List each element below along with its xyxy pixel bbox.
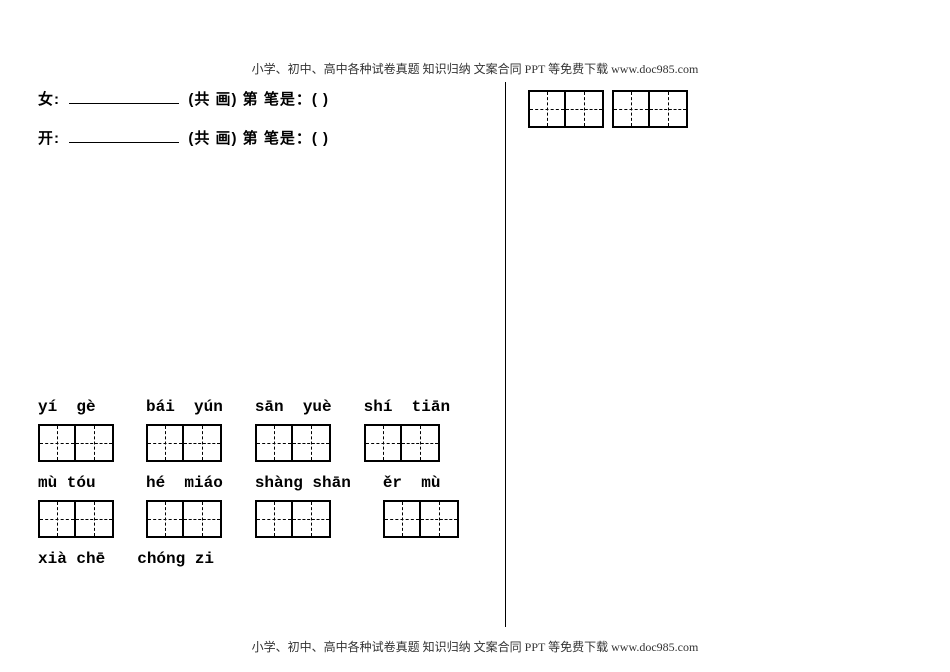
blank-line <box>69 129 179 143</box>
stroke-line: 女: (共 画) 第 笔是：( ) <box>38 88 498 109</box>
tian-zi-ge <box>255 500 331 538</box>
tian-zi-ge <box>255 424 331 462</box>
pinyin-text: hé miáo <box>146 474 223 494</box>
pinyin-row: mù tóu hé miáo shàng shān ěr mù <box>38 470 459 538</box>
word-block: yí gè <box>38 398 114 462</box>
stroke-char: 开 <box>38 130 54 147</box>
right-column <box>528 82 878 128</box>
pinyin-text: mù tóu <box>38 474 114 494</box>
stroke-detail: (共 画) 第 笔是：( ) <box>188 130 329 147</box>
stroke-char: 女 <box>38 91 54 108</box>
pinyin-text: sān yuè <box>255 398 332 418</box>
word-block: shí tiān <box>364 398 450 462</box>
tian-zi-ge <box>383 500 459 538</box>
tian-zi-ge <box>146 424 222 462</box>
word-block: bái yún <box>146 398 223 462</box>
pinyin-text: bái yún <box>146 398 223 418</box>
word-block: chóng zi <box>137 546 214 570</box>
word-block: hé miáo <box>146 470 223 538</box>
tian-zi-ge <box>146 500 222 538</box>
pinyin-row: yí gè bái yún sān yuè shí tiān <box>38 398 459 462</box>
word-block: xià chē <box>38 546 105 570</box>
word-block: sān yuè <box>255 398 332 462</box>
word-block: mù tóu <box>38 470 114 538</box>
blank-line <box>69 90 179 104</box>
tian-zi-ge <box>364 424 440 462</box>
page-content: 女: (共 画) 第 笔是：( ) 开: (共 画) 第 笔是：( ) yí g… <box>38 82 912 632</box>
tian-zi-ge <box>38 500 114 538</box>
tian-zi-ge <box>528 90 604 128</box>
tian-zi-ge <box>612 90 688 128</box>
header-text: 小学、初中、高中各种试卷真题 知识归纳 文案合同 PPT 等免费下载 www.d… <box>0 60 950 77</box>
column-divider <box>505 82 506 627</box>
pinyin-text: chóng zi <box>137 550 214 570</box>
pinyin-grid: yí gè bái yún sān yuè shí tiān <box>38 398 459 578</box>
pinyin-text: yí gè <box>38 398 114 418</box>
pinyin-text: shàng shān <box>255 474 351 494</box>
stroke-line: 开: (共 画) 第 笔是：( ) <box>38 127 498 148</box>
stroke-detail: (共 画) 第 笔是：( ) <box>188 91 329 108</box>
footer-text: 小学、初中、高中各种试卷真题 知识归纳 文案合同 PPT 等免费下载 www.d… <box>0 638 950 655</box>
pinyin-row: xià chē chóng zi <box>38 546 459 570</box>
tian-zi-ge <box>38 424 114 462</box>
pinyin-text: shí tiān <box>364 398 450 418</box>
left-column: 女: (共 画) 第 笔是：( ) 开: (共 画) 第 笔是：( ) yí g… <box>38 82 498 166</box>
word-block: shàng shān <box>255 470 351 538</box>
pinyin-text: xià chē <box>38 550 105 570</box>
word-block: ěr mù <box>383 470 459 538</box>
tzg-pair-row <box>528 84 878 128</box>
pinyin-text: ěr mù <box>383 474 459 494</box>
